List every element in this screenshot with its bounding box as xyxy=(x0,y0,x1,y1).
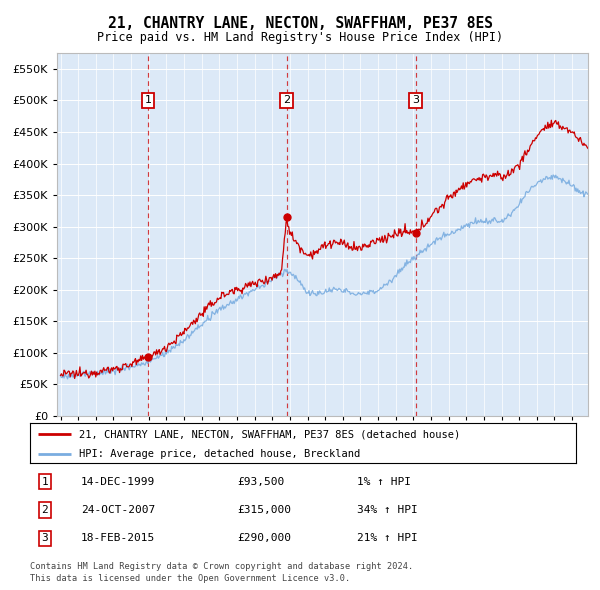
Text: 21, CHANTRY LANE, NECTON, SWAFFHAM, PE37 8ES: 21, CHANTRY LANE, NECTON, SWAFFHAM, PE37… xyxy=(107,16,493,31)
Text: 2: 2 xyxy=(283,96,290,106)
Text: Price paid vs. HM Land Registry's House Price Index (HPI): Price paid vs. HM Land Registry's House … xyxy=(97,31,503,44)
Text: 34% ↑ HPI: 34% ↑ HPI xyxy=(357,505,418,515)
Text: 3: 3 xyxy=(412,96,419,106)
Text: 21% ↑ HPI: 21% ↑ HPI xyxy=(357,533,418,543)
Text: £93,500: £93,500 xyxy=(237,477,284,487)
Text: Contains HM Land Registry data © Crown copyright and database right 2024.: Contains HM Land Registry data © Crown c… xyxy=(30,562,413,571)
Text: HPI: Average price, detached house, Breckland: HPI: Average price, detached house, Brec… xyxy=(79,450,361,460)
Text: 24-OCT-2007: 24-OCT-2007 xyxy=(81,505,155,515)
Text: 14-DEC-1999: 14-DEC-1999 xyxy=(81,477,155,487)
Text: 2: 2 xyxy=(41,505,49,515)
Text: This data is licensed under the Open Government Licence v3.0.: This data is licensed under the Open Gov… xyxy=(30,573,350,583)
Text: 1: 1 xyxy=(41,477,49,487)
Text: 21, CHANTRY LANE, NECTON, SWAFFHAM, PE37 8ES (detached house): 21, CHANTRY LANE, NECTON, SWAFFHAM, PE37… xyxy=(79,430,460,440)
Text: 18-FEB-2015: 18-FEB-2015 xyxy=(81,533,155,543)
Text: 3: 3 xyxy=(41,533,49,543)
Text: 1: 1 xyxy=(145,96,152,106)
Text: £315,000: £315,000 xyxy=(237,505,291,515)
Text: 1% ↑ HPI: 1% ↑ HPI xyxy=(357,477,411,487)
Text: £290,000: £290,000 xyxy=(237,533,291,543)
